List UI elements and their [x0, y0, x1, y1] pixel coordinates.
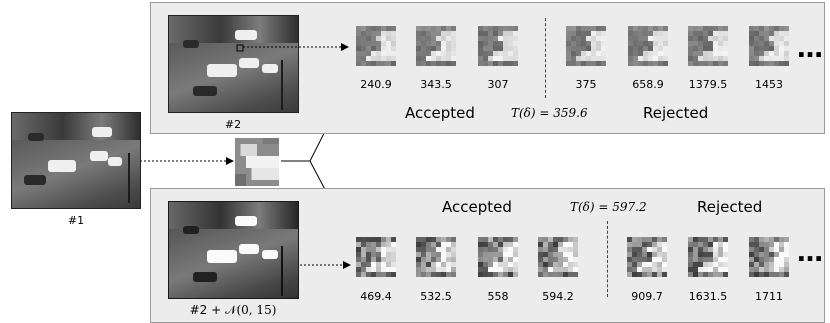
- reference-image: [11, 112, 141, 209]
- patch-score: 1631.5: [688, 290, 728, 303]
- patch-score: 375: [575, 78, 597, 91]
- candidate-patch: [749, 26, 789, 66]
- patch-score: 532.5: [420, 290, 452, 303]
- patch-score: 909.7: [631, 290, 663, 303]
- reference-image-label: #1: [67, 214, 85, 227]
- patch-score: 307: [487, 78, 509, 91]
- bottom-noisy-image: [168, 201, 299, 299]
- patch-score: 558: [487, 290, 509, 303]
- candidate-patch: [478, 237, 518, 277]
- bottom-accepted-label: Accepted: [442, 198, 512, 216]
- candidate-patch: [416, 26, 456, 66]
- patch-score: 1711: [755, 290, 783, 303]
- candidate-patch: [688, 26, 728, 66]
- patch-score: 343.5: [420, 78, 452, 91]
- patch-score: 658.9: [632, 78, 664, 91]
- candidate-patch: [356, 237, 396, 277]
- patch-score: 1453: [755, 78, 783, 91]
- candidate-patch: [688, 237, 728, 277]
- candidate-patch: [416, 237, 456, 277]
- top-ellipsis: …: [797, 34, 824, 64]
- query-patch: [235, 138, 279, 186]
- top-rejected-label: Rejected: [643, 104, 709, 122]
- patch-score: 240.9: [360, 78, 392, 91]
- bottom-image-label-prefix: #2: [189, 303, 208, 317]
- candidate-patch: [749, 237, 789, 277]
- candidate-patch: [627, 237, 667, 277]
- bottom-threshold: T(δ) = 597.2: [570, 200, 647, 214]
- bottom-rejected-label: Rejected: [697, 198, 763, 216]
- patch-score: 594.2: [542, 290, 574, 303]
- top-threshold: T(δ) = 359.6: [511, 106, 588, 120]
- patch-score: 1379.5: [688, 78, 728, 91]
- top-image: [168, 15, 299, 113]
- bottom-divider: [607, 221, 608, 297]
- top-divider: [545, 18, 546, 98]
- candidate-patch: [538, 237, 578, 277]
- top-accepted-label: Accepted: [405, 104, 475, 122]
- bottom-image-label-suffix: + 𝒩(0, 15): [211, 303, 277, 317]
- candidate-patch: [478, 26, 518, 66]
- patch-score: 469.4: [360, 290, 392, 303]
- candidate-patch: [566, 26, 606, 66]
- top-image-label: #2: [224, 118, 242, 131]
- bottom-image-label: #2 + 𝒩(0, 15): [178, 303, 288, 318]
- candidate-patch: [356, 26, 396, 66]
- candidate-patch: [628, 26, 668, 66]
- bottom-ellipsis: …: [797, 238, 824, 268]
